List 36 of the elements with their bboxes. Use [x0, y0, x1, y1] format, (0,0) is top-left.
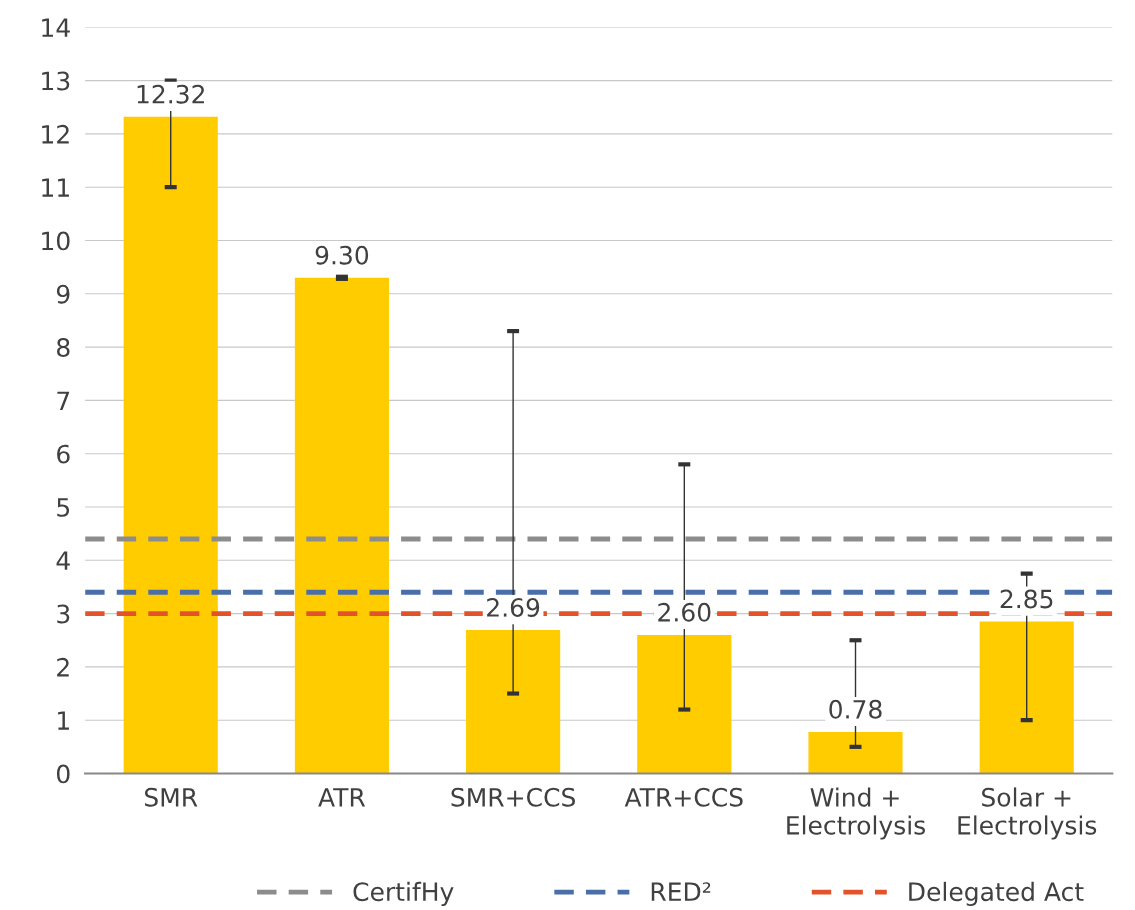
y-tick-label: 3 [57, 604, 70, 624]
y-tick-label: 10 [42, 231, 70, 251]
data-label: 0.78 [829, 699, 882, 719]
data-label: 2.60 [658, 602, 711, 622]
data-label: 2.69 [487, 598, 540, 617]
x-tick-label: ATR [318, 788, 366, 807]
y-tick-label: 7 [57, 391, 70, 410]
y-tick-label: 2 [57, 657, 69, 677]
bar [123, 116, 218, 774]
y-tick-label: 1 [58, 711, 69, 730]
x-tick-label: Wind + Electrolysis [787, 787, 925, 840]
y-tick-label: 4 [56, 551, 70, 570]
y-tick-label: 14 [42, 18, 70, 37]
y-tick-label: 11 [42, 178, 69, 197]
y-tick-label: 0 [56, 764, 70, 784]
bar [808, 731, 903, 774]
legend-label: Delegated Act [909, 881, 1084, 907]
data-label: 2.85 [1000, 589, 1053, 609]
x-tick-label: SMR [144, 787, 198, 807]
data-label: 12.32 [137, 84, 204, 104]
legend-label: RED² [651, 882, 711, 901]
bar [466, 630, 561, 774]
y-tick-label: 6 [57, 444, 70, 464]
x-tick-label: ATR+CCS [624, 787, 743, 807]
legend-label: CertifHy [353, 881, 454, 907]
y-tick-label: 5 [57, 498, 70, 517]
bar [294, 277, 389, 774]
x-tick-label: SMR+CCS [451, 787, 575, 807]
y-tick-label: 12 [42, 124, 69, 144]
y-tick-label: 9 [56, 284, 70, 304]
bar [979, 621, 1074, 774]
data-label: 9.30 [315, 245, 369, 265]
y-tick-label: 8 [57, 338, 70, 357]
x-tick-label: Solar + Electrolysis [958, 787, 1097, 840]
bar [637, 634, 732, 774]
y-tick-label: 13 [42, 71, 70, 91]
